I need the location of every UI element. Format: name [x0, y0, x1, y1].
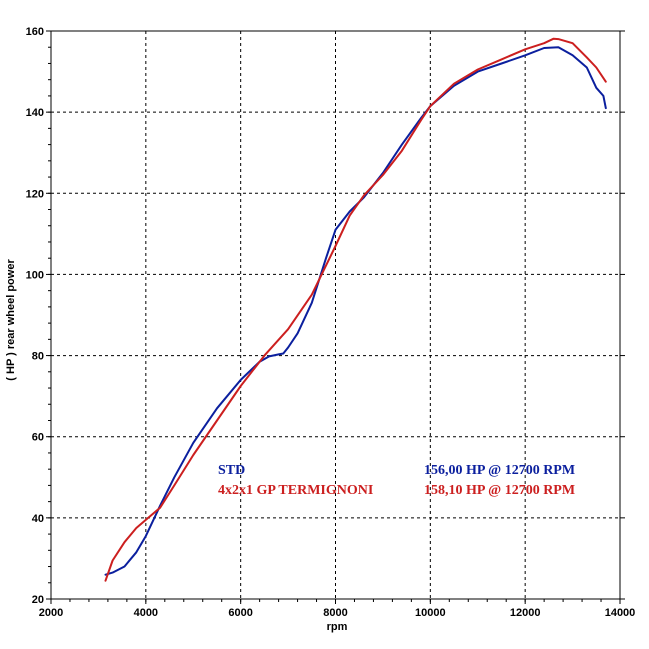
y-tick-label: 80 — [32, 351, 44, 363]
legend-std-summary: 156,00 HP @ 12700 RPM — [424, 463, 575, 478]
x-tick-label: 2000 — [39, 607, 63, 619]
y-axis-label: ( HP ) rear wheel power — [5, 259, 17, 381]
y-tick-label: 160 — [26, 26, 44, 38]
y-tick-label: 120 — [26, 188, 44, 200]
grid-lines — [51, 31, 620, 599]
series-lines — [104, 37, 607, 582]
legend: STD 156,00 HP @ 12700 RPM 4x2x1 GP TERMI… — [218, 463, 575, 498]
legend-termignoni-name: 4x2x1 GP TERMIGNONI — [218, 483, 373, 498]
axis-ticks: 2000 4000 6000 8000 10000 12000 14000 20 40 60 80 1… — [26, 26, 636, 619]
x-tick-label: 4000 — [134, 607, 158, 619]
x-tick-label: 14000 — [605, 607, 636, 619]
y-tick-label: 20 — [32, 594, 44, 606]
y-tick-label: 140 — [26, 107, 44, 119]
x-axis-label: rpm — [327, 621, 348, 633]
x-tick-label: 12000 — [510, 607, 541, 619]
x-tick-label: 6000 — [228, 607, 252, 619]
y-tick-label: 100 — [26, 269, 44, 281]
series-line-termignoni — [104, 37, 607, 582]
y-tick-label: 60 — [32, 432, 44, 444]
legend-std-name: STD — [218, 463, 245, 478]
series-line-std — [104, 46, 607, 576]
y-tick-label: 40 — [32, 513, 44, 525]
legend-termignoni-summary: 158,10 HP @ 12700 RPM — [424, 483, 575, 498]
x-tick-label: 10000 — [415, 607, 446, 619]
x-tick-label: 8000 — [323, 607, 347, 619]
